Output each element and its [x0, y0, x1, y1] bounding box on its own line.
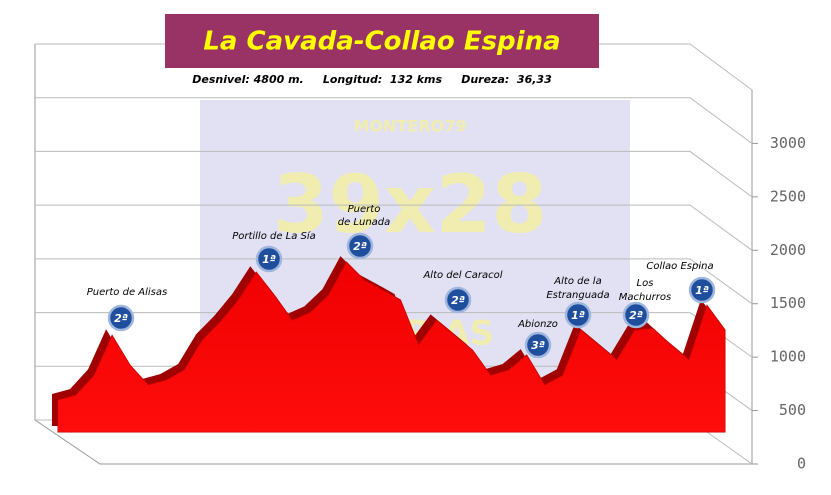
peak-label: Collao Espina: [646, 261, 713, 272]
category-badge: [564, 301, 592, 329]
peak-label: Portillo de La Sía: [232, 230, 316, 242]
chart-subtitle: Desnivel: 4800 m. Longitud: 132 kms Dure…: [192, 73, 552, 86]
peak-label: Machurros: [619, 292, 671, 303]
category-badge: [444, 286, 472, 314]
peak-label: Puerto: [348, 204, 381, 215]
category-label: 2ª: [114, 312, 128, 325]
category-badge: [255, 245, 283, 273]
watermark-text: MONTERO79: [354, 117, 467, 136]
peak-label: Puerto de Alisas: [87, 287, 167, 298]
peak-label: Alto del Caracol: [422, 270, 502, 281]
peak-label: Alto de la: [553, 276, 601, 287]
area-texture: [58, 262, 725, 432]
peak-label: de Lunada: [338, 217, 391, 228]
y-tick-label: 2000: [770, 241, 806, 259]
grid-line: [35, 204, 753, 251]
title-box: [165, 14, 599, 68]
peak-label: Estranguada: [546, 290, 609, 301]
y-tick-label: 1500: [770, 294, 806, 312]
category-label: 1ª: [571, 309, 585, 322]
y-tick-label: 2500: [770, 187, 806, 205]
category-label: 3ª: [531, 339, 545, 352]
y-tick-label: 1000: [770, 348, 806, 366]
peak-label: Los: [637, 278, 654, 289]
category-badge: [346, 232, 374, 260]
chart-title: La Cavada-Collao Espina: [203, 27, 560, 57]
y-tick-label: 3000: [770, 134, 806, 152]
category-badge: [107, 304, 135, 332]
grid-line: [35, 258, 753, 305]
peak-label: Abionzo: [517, 319, 558, 330]
category-badge: [688, 276, 716, 304]
y-tick-label: 0: [797, 455, 806, 473]
watermark-text: 39x28: [273, 158, 547, 251]
category-badge: [524, 331, 552, 359]
category-label: 1ª: [695, 284, 709, 297]
grid-line: [35, 150, 753, 198]
y-tick-label: 500: [779, 401, 806, 419]
grid-line: [35, 97, 753, 144]
category-badge: [622, 301, 650, 329]
category-label: 2ª: [629, 309, 643, 322]
category-label: 1ª: [262, 253, 276, 266]
category-label: 2ª: [451, 294, 465, 307]
category-label: 2ª: [353, 240, 367, 253]
